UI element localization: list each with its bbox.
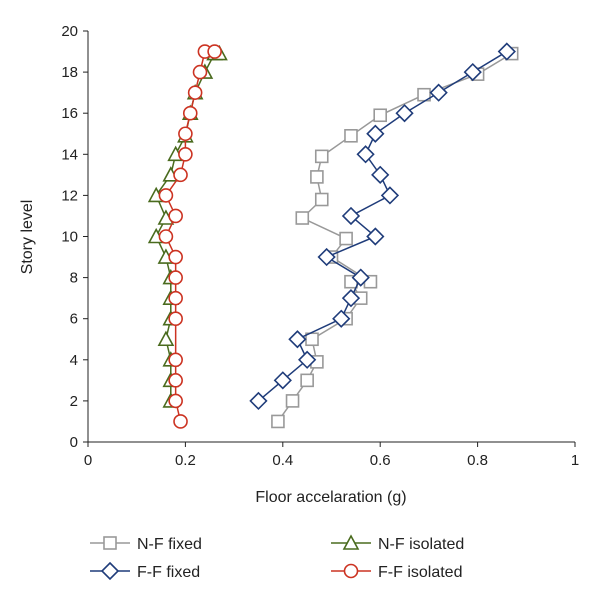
x-axis-label: Floor accelaration (g) — [255, 489, 406, 506]
data-point — [168, 290, 183, 306]
y-tick-label: 0 — [70, 434, 78, 451]
y-tick-label: 8 — [70, 270, 78, 287]
y-tick-label: 4 — [70, 352, 78, 369]
data-point — [249, 391, 268, 411]
data-point — [207, 44, 222, 59]
data-point — [178, 126, 193, 142]
x-tick-label: 0 — [84, 452, 92, 469]
data-point — [168, 393, 183, 409]
data-point — [344, 129, 358, 143]
data-point — [285, 394, 300, 408]
data-point — [168, 352, 183, 368]
y-ticks: 0 2 4 6 8 10 12 14 16 18 20 — [61, 23, 88, 451]
data-point — [310, 170, 324, 184]
data-point — [158, 229, 174, 244]
y-tick-label: 20 — [61, 23, 78, 40]
data-point — [366, 227, 385, 246]
data-point — [300, 373, 314, 388]
legend-label: N-F isolated — [378, 536, 464, 553]
legend-item: F-F isolated — [331, 563, 462, 581]
legend-label: F-F fixed — [137, 564, 200, 581]
data-point — [168, 249, 183, 265]
data-point — [192, 64, 208, 80]
data-point — [168, 208, 183, 224]
data-point — [288, 330, 307, 349]
y-tick-label: 16 — [61, 105, 78, 122]
legend-label: F-F isolated — [378, 564, 462, 581]
legend-label: N-F fixed — [137, 536, 202, 553]
series-line — [257, 50, 508, 402]
data-point — [366, 124, 385, 143]
data-point — [173, 414, 188, 429]
data-point — [178, 147, 193, 162]
series-layer — [147, 42, 519, 429]
data-point — [168, 270, 183, 285]
x-ticks: 0 0.2 0.4 0.6 0.8 1 — [84, 442, 579, 469]
data-point — [332, 309, 351, 328]
y-tick-label: 12 — [61, 187, 78, 204]
y-axis-label: Story level — [19, 200, 36, 275]
data-point — [295, 211, 310, 225]
data-point — [182, 105, 198, 121]
data-point — [173, 167, 188, 183]
data-point — [317, 247, 336, 267]
y-tick-label: 14 — [61, 146, 78, 163]
data-point — [351, 268, 370, 287]
data-point — [395, 104, 414, 123]
series-n-f-fixed — [271, 46, 519, 429]
data-point — [341, 289, 361, 308]
data-point — [314, 192, 329, 207]
data-point — [314, 149, 329, 164]
data-point — [168, 311, 183, 327]
data-point — [273, 371, 292, 390]
x-tick-label: 1 — [571, 452, 579, 469]
data-point — [271, 414, 285, 429]
y-tick-label: 10 — [61, 229, 78, 246]
x-tick-label: 0.2 — [175, 452, 196, 469]
data-point — [168, 373, 183, 388]
x-tick-label: 0.8 — [467, 452, 488, 469]
data-point — [371, 165, 390, 184]
x-tick-label: 0.4 — [272, 452, 293, 469]
legend-item: N-F isolated — [331, 534, 464, 553]
data-point — [187, 85, 203, 100]
data-point — [341, 206, 361, 226]
legend-marker — [103, 536, 117, 550]
data-point — [298, 350, 317, 369]
series-f-f-isolated — [158, 44, 222, 429]
legend-marker — [342, 534, 360, 550]
y-tick-label: 18 — [61, 64, 78, 81]
series-f-f-fixed — [249, 42, 516, 411]
legend-item: N-F fixed — [90, 536, 202, 553]
legend-item: F-F fixed — [90, 561, 200, 581]
x-tick-label: 0.6 — [370, 452, 391, 469]
data-point — [497, 42, 516, 61]
data-point — [380, 186, 400, 205]
legend: N-F fixed N-F isolated F-F fixed F-F isolat… — [90, 534, 464, 581]
data-point — [373, 108, 388, 123]
data-point — [157, 330, 175, 347]
series-n-f-isolated — [147, 44, 228, 408]
series-line — [155, 52, 220, 401]
data-point — [463, 62, 482, 82]
data-point — [356, 145, 375, 164]
legend-marker — [343, 563, 359, 579]
y-tick-label: 2 — [70, 393, 78, 410]
data-point — [339, 231, 353, 246]
data-point — [158, 188, 174, 203]
legend-marker — [100, 561, 120, 581]
data-point — [429, 83, 448, 102]
y-tick-label: 6 — [70, 311, 78, 328]
